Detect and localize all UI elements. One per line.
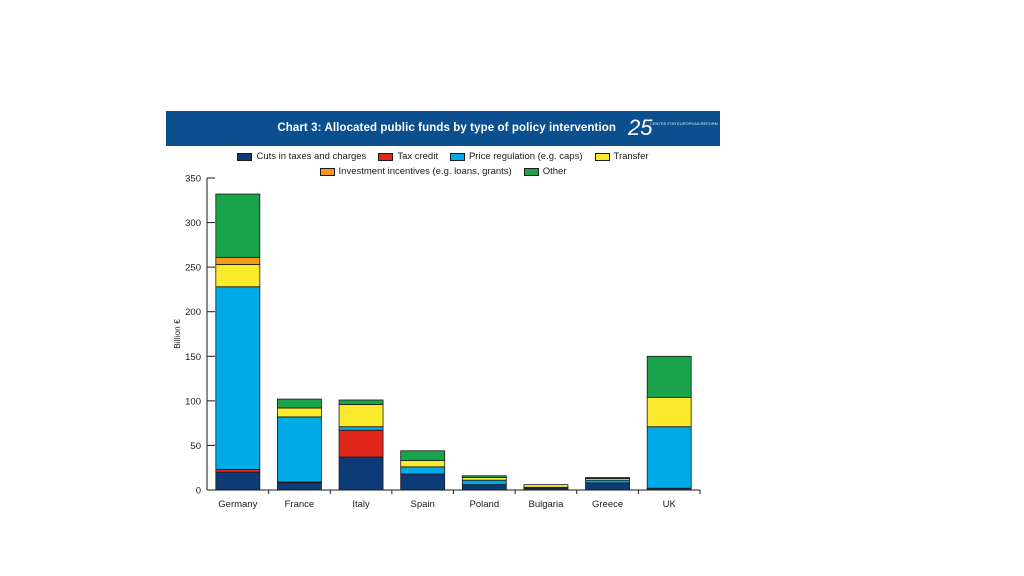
bar-segment bbox=[461, 477, 507, 481]
bar-segment bbox=[461, 479, 507, 486]
legend-label: Transfer bbox=[613, 151, 649, 162]
legend-row: Investment incentives (e.g. loans, grant… bbox=[166, 164, 720, 179]
bar-segment bbox=[215, 471, 261, 491]
logo-digits: 25 bbox=[628, 115, 653, 140]
bar-segment bbox=[400, 473, 446, 491]
y-tick-label: 350 bbox=[185, 174, 201, 185]
y-tick-label: 200 bbox=[185, 307, 201, 318]
bar-segment bbox=[277, 482, 322, 491]
bar-segment bbox=[585, 482, 630, 491]
x-tick-label: Greece bbox=[592, 499, 623, 510]
bar-segment bbox=[400, 466, 446, 475]
logo-text: CENTRE FOR EUROPEAN REFORM bbox=[650, 121, 719, 126]
bar-segment bbox=[338, 399, 384, 405]
bar-segment bbox=[338, 426, 384, 431]
bar-segment bbox=[646, 396, 692, 428]
legend-item: Investment incentives (e.g. loans, grant… bbox=[319, 166, 512, 177]
chart-legend: Cuts in taxes and charges Tax credit Price… bbox=[166, 149, 720, 179]
y-axis-label: Billion € bbox=[172, 319, 182, 349]
legend-swatch bbox=[449, 152, 465, 161]
legend-swatch bbox=[594, 152, 610, 161]
legend-item: Tax credit bbox=[378, 151, 438, 162]
legend-label: Other bbox=[542, 166, 567, 177]
y-tick-label: 100 bbox=[185, 396, 201, 407]
legend-label: Price regulation (e.g. caps) bbox=[468, 151, 583, 162]
bar-segment bbox=[461, 475, 507, 478]
legend-swatch bbox=[319, 167, 335, 176]
legend-swatch bbox=[523, 167, 539, 176]
bar-segment bbox=[277, 416, 322, 483]
bar-segment bbox=[646, 355, 692, 398]
x-tick-label: UK bbox=[663, 499, 677, 510]
x-tick-label: Bulgaria bbox=[529, 499, 565, 510]
bar-segment bbox=[277, 398, 322, 409]
bar-segment bbox=[585, 479, 630, 484]
legend-label: Tax credit bbox=[397, 151, 438, 162]
x-tick-label: Poland bbox=[470, 499, 500, 510]
bar-segment bbox=[215, 193, 261, 258]
bar-segment bbox=[338, 404, 384, 428]
bar-segment bbox=[338, 456, 384, 491]
bar-segment bbox=[523, 484, 569, 488]
bar-segment bbox=[400, 460, 446, 468]
bar-segment bbox=[585, 477, 630, 479]
legend-label: Investment incentives (e.g. loans, grant… bbox=[338, 166, 512, 177]
bar-segment bbox=[400, 450, 446, 461]
legend-swatch bbox=[237, 152, 253, 161]
chart-title-area: Chart 3: Allocated public funds by type … bbox=[166, 111, 616, 146]
y-tick-label: 150 bbox=[185, 352, 201, 363]
chart-title: Chart 3: Allocated public funds by type … bbox=[277, 122, 616, 134]
y-tick-label: 300 bbox=[185, 218, 201, 229]
bar-segment bbox=[461, 484, 507, 491]
legend-label: Cuts in taxes and charges bbox=[256, 151, 367, 162]
legend-swatch bbox=[378, 152, 394, 161]
bar-segment bbox=[215, 469, 261, 473]
bar-segment bbox=[338, 429, 384, 458]
x-tick-label: France bbox=[285, 499, 315, 510]
legend-item: Cuts in taxes and charges bbox=[237, 151, 366, 162]
legend-item: Other bbox=[523, 166, 567, 177]
bar-segment bbox=[215, 264, 261, 288]
cer-logo: 25 CENTRE FOR EUROPEAN REFORM bbox=[628, 115, 719, 142]
legend-item: Price regulation (e.g. caps) bbox=[449, 151, 583, 162]
y-tick-label: 250 bbox=[185, 263, 201, 274]
legend-item: Transfer bbox=[594, 151, 649, 162]
y-tick-label: 50 bbox=[190, 441, 201, 452]
bar-segment bbox=[215, 256, 261, 265]
legend-row: Cuts in taxes and charges Tax credit Price… bbox=[166, 149, 720, 164]
chart-title-banner: Chart 3: Allocated public funds by type … bbox=[166, 111, 720, 146]
x-tick-label: Germany bbox=[218, 499, 257, 510]
y-tick-label: 0 bbox=[196, 486, 201, 497]
x-tick-label: Italy bbox=[352, 499, 370, 510]
bar-segment bbox=[277, 407, 322, 418]
bar-segment bbox=[646, 426, 692, 489]
x-tick-label: Spain bbox=[411, 499, 435, 510]
bar-segment bbox=[215, 286, 261, 470]
